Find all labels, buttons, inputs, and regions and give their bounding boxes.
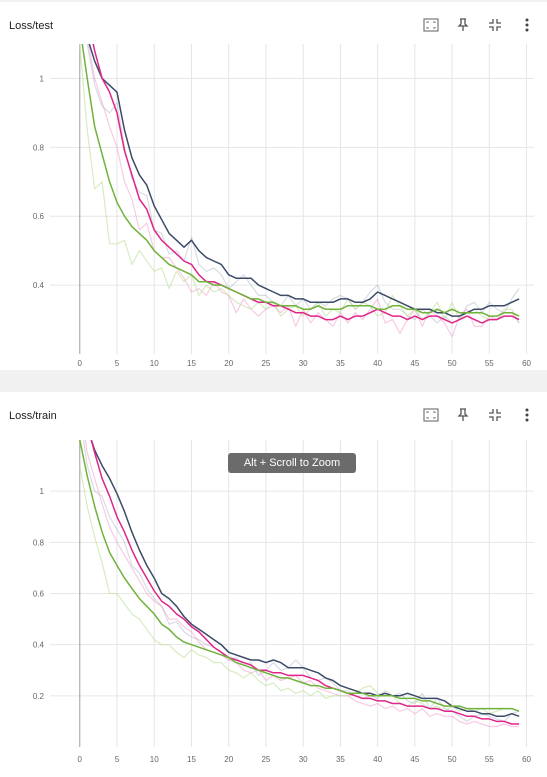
x-tick-label: 10	[150, 755, 159, 764]
x-tick-label: 15	[187, 755, 196, 764]
pin-icon[interactable]	[449, 404, 477, 426]
line-chart-loss-test[interactable]: 0 5 10 15 20 25 30 35 40 45 50 55 60 0.4 0.6 0.8 1	[0, 2, 547, 370]
x-tick-label: 60	[522, 359, 531, 368]
x-tick-label: 5	[115, 359, 120, 368]
y-tick-label: 0.8	[33, 538, 45, 547]
chart-card-train: Loss/train 0 5 10 15 20 25 30 35 40 45 50 55 60 0.2 0.…	[0, 392, 547, 777]
x-tick-label: 20	[224, 755, 233, 764]
fit-screen-icon[interactable]	[417, 14, 445, 36]
x-tick-label: 20	[224, 359, 233, 368]
series-line[interactable]	[79, 465, 520, 715]
series-line[interactable]	[80, 414, 520, 722]
chart-toolbar	[417, 14, 541, 36]
series-line[interactable]	[80, 2, 520, 317]
y-tick-label: 0.8	[33, 143, 45, 152]
chart-toolbar	[417, 404, 541, 426]
series-line[interactable]	[80, 409, 520, 718]
y-tick-label: 1	[40, 487, 45, 496]
x-tick-label: 25	[261, 359, 270, 368]
zoom-tooltip: Alt + Scroll to Zoom	[228, 453, 356, 473]
x-tick-label: 35	[336, 359, 345, 368]
chart-title: Loss/test	[9, 20, 54, 32]
pin-icon[interactable]	[449, 14, 477, 36]
x-tick-label: 55	[485, 359, 494, 368]
y-tick-label: 0.6	[33, 590, 45, 599]
chart-title: Loss/train	[9, 410, 57, 422]
x-tick-label: 60	[522, 755, 531, 764]
x-tick-label: 30	[299, 359, 308, 368]
line-chart-loss-train[interactable]: 0 5 10 15 20 25 30 35 40 45 50 55 60 0.2 0.4 0.6 0.8 1	[0, 392, 547, 777]
x-tick-label: 10	[150, 359, 159, 368]
x-tick-label: 5	[115, 755, 120, 764]
y-tick-label: 1	[40, 74, 45, 83]
y-tick-label: 0.4	[33, 641, 45, 650]
series-line[interactable]	[80, 394, 520, 725]
series-line[interactable]	[80, 402, 520, 728]
series-line[interactable]	[79, 44, 520, 324]
series-line[interactable]	[80, 2, 520, 338]
x-tick-label: 25	[261, 755, 270, 764]
x-tick-label: 40	[373, 359, 382, 368]
y-tick-label: 0.6	[33, 212, 45, 221]
x-tick-label: 15	[187, 359, 196, 368]
series-line[interactable]	[80, 2, 520, 324]
collapse-icon[interactable]	[481, 404, 509, 426]
fit-screen-icon[interactable]	[417, 404, 445, 426]
x-tick-label: 0	[78, 755, 83, 764]
x-tick-label: 55	[485, 755, 494, 764]
x-tick-label: 45	[410, 755, 419, 764]
series-line[interactable]	[79, 440, 520, 712]
x-tick-label: 30	[299, 755, 308, 764]
series-line[interactable]	[80, 2, 520, 324]
x-tick-label: 35	[336, 755, 345, 764]
x-tick-label: 50	[448, 359, 457, 368]
collapse-icon[interactable]	[481, 14, 509, 36]
x-tick-label: 0	[78, 359, 83, 368]
y-tick-label: 0.4	[33, 281, 45, 290]
x-tick-label: 50	[448, 755, 457, 764]
x-tick-label: 40	[373, 755, 382, 764]
more-vert-icon[interactable]	[513, 404, 541, 426]
more-vert-icon[interactable]	[513, 14, 541, 36]
x-tick-label: 45	[410, 359, 419, 368]
series-line[interactable]	[80, 27, 520, 317]
chart-card-test: Loss/test 0 5 10 15 20 25 30 35 40 45 50 55 60 0.4 0.6…	[0, 2, 547, 370]
y-tick-label: 0.2	[33, 692, 45, 701]
